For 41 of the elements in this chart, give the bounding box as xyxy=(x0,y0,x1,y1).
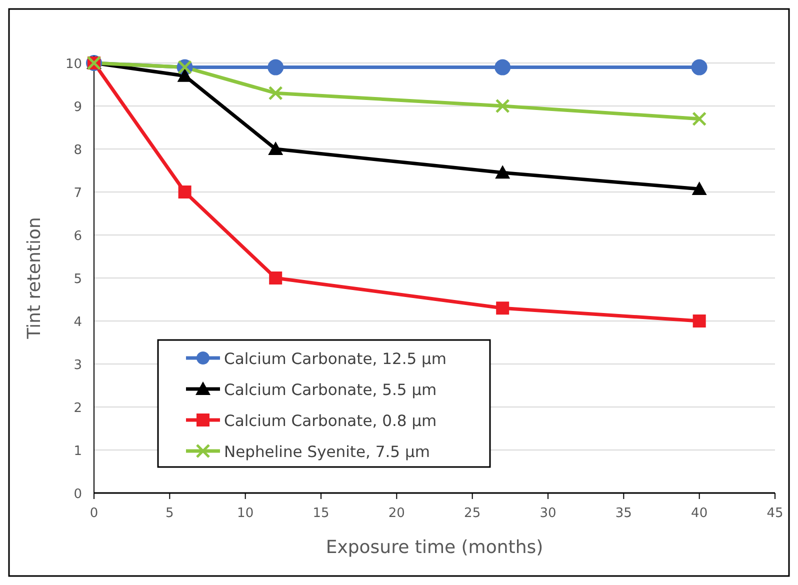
point xyxy=(496,302,510,315)
y-tick-label: 1 xyxy=(74,444,82,459)
x-tick-label: 15 xyxy=(312,506,330,521)
point xyxy=(269,272,282,284)
x-axis-title: Exposure time (months) xyxy=(326,537,544,558)
point xyxy=(268,142,284,155)
x-tick-label: 45 xyxy=(766,506,784,521)
legend-label: Nepheline Syenite, 7.5 µm xyxy=(224,443,430,461)
point xyxy=(177,68,192,82)
legend-label: Calcium Carbonate, 12.5 µm xyxy=(224,350,447,368)
point xyxy=(495,98,510,114)
y-tick-label: 4 xyxy=(74,315,82,330)
y-tick-label: 10 xyxy=(65,57,82,72)
y-tick-label: 7 xyxy=(74,186,82,201)
legend-label: Calcium Carbonate, 0.8 µm xyxy=(224,412,437,430)
point xyxy=(692,112,707,126)
y-axis-title: Tint retention xyxy=(24,217,45,340)
point xyxy=(495,165,510,179)
x-tick-label: 30 xyxy=(540,506,556,521)
point xyxy=(268,59,284,76)
point xyxy=(692,181,707,195)
y-tick-label: 5 xyxy=(74,272,82,287)
y-tick-label: 2 xyxy=(74,401,82,416)
point xyxy=(178,186,192,198)
point xyxy=(692,314,706,328)
x-tick-label: 40 xyxy=(691,506,708,521)
point xyxy=(268,86,283,100)
x-tick-label: 5 xyxy=(166,506,174,521)
point xyxy=(494,59,511,76)
x-tick-label: 0 xyxy=(90,506,98,521)
x-tick-label: 25 xyxy=(464,506,481,521)
legend-label: Calcium Carbonate, 5.5 µm xyxy=(224,381,437,399)
x-tick-label: 35 xyxy=(615,506,632,521)
y-tick-label: 3 xyxy=(74,358,82,373)
point xyxy=(691,59,708,76)
x-tick-label: 10 xyxy=(237,506,254,521)
x-tick-label: 20 xyxy=(388,506,405,521)
y-tick-label: 0 xyxy=(74,487,82,502)
y-tick-label: 9 xyxy=(74,100,82,115)
y-tick-label: 6 xyxy=(74,229,82,244)
y-tick-label: 8 xyxy=(74,143,82,158)
